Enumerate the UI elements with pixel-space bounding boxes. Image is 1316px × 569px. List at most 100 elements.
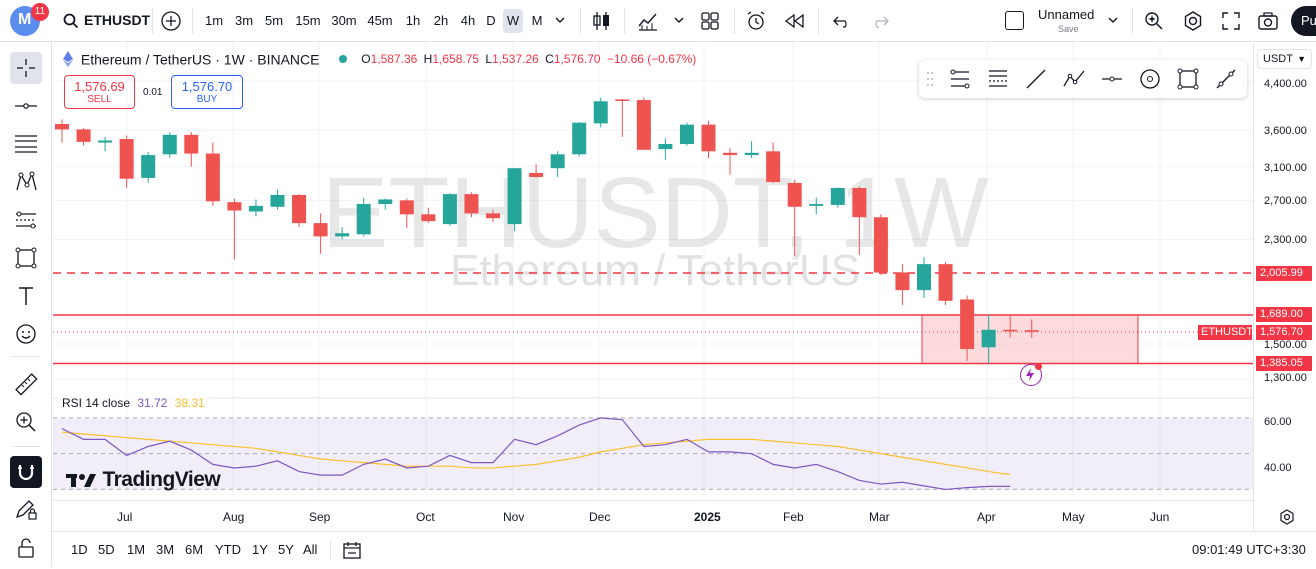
interval-4h[interactable]: 4h	[460, 13, 476, 28]
interval-w[interactable]: W	[503, 9, 523, 33]
icon-tool[interactable]	[10, 318, 42, 350]
range-ytd[interactable]: YTD	[215, 542, 241, 557]
alert-button[interactable]	[744, 9, 768, 33]
rectangle-icon[interactable]	[1175, 66, 1201, 92]
floating-drawing-toolbar[interactable]	[919, 60, 1247, 98]
text-icon	[19, 287, 33, 305]
price-chart[interactable]: ETHUSDT, 1W Ethereum / TetherUS	[53, 43, 1316, 530]
path-icon[interactable]	[1061, 66, 1087, 92]
range-1y[interactable]: 1Y	[252, 542, 268, 557]
interval-d[interactable]: D	[486, 13, 496, 28]
sell-price: 1,576.69	[74, 79, 125, 94]
quick-search-button[interactable]	[1142, 9, 1166, 33]
symbol-search[interactable]: ETHUSDT	[58, 9, 150, 33]
date-range-button[interactable]	[341, 539, 363, 561]
range-1d[interactable]: 1D	[71, 542, 88, 557]
interval-1h[interactable]: 1h	[405, 13, 421, 28]
layout-name-button[interactable]: Unnamed Save	[1030, 6, 1105, 36]
price-label-1300: 1,300.00	[1264, 372, 1307, 384]
price-tag-2005[interactable]: 2,005.99	[1256, 266, 1312, 281]
magnet-icon	[18, 465, 34, 481]
axis-settings-button[interactable]	[1278, 508, 1296, 526]
tradingview-logo[interactable]: TradingView	[66, 468, 221, 492]
text-tool[interactable]	[10, 280, 42, 312]
fib-tool[interactable]	[10, 128, 42, 160]
crosshair-tool[interactable]	[10, 52, 42, 84]
chart-type-button[interactable]	[589, 9, 613, 33]
interval-dropdown[interactable]	[553, 13, 569, 29]
range-3m[interactable]: 3M	[156, 542, 175, 557]
interval-45m[interactable]: 45m	[367, 13, 393, 28]
candle-body	[292, 194, 307, 224]
time-axis[interactable]	[53, 500, 1253, 530]
drag-handle-icon[interactable]	[925, 69, 935, 89]
trend-line-tool[interactable]	[10, 90, 42, 122]
range-5y[interactable]: 5Y	[278, 542, 294, 557]
range-6m[interactable]: 6M	[185, 542, 204, 557]
indicators-dropdown[interactable]	[672, 13, 688, 29]
price-axis[interactable]	[1253, 43, 1316, 530]
interval-m[interactable]: M	[531, 13, 543, 28]
currency-selector[interactable]: USDT ▼	[1257, 49, 1312, 69]
rsi-legend[interactable]: RSI 14 close 31.72 38.31	[58, 396, 209, 412]
range-5d[interactable]: 5D	[98, 542, 115, 557]
price-tag-last[interactable]: 1,576.70	[1256, 325, 1312, 340]
candle-body	[787, 182, 802, 207]
undo-button[interactable]	[830, 9, 854, 33]
symbol-price-tag[interactable]: ETHUSDT	[1198, 325, 1253, 340]
candle-body	[572, 122, 587, 155]
brush-icon[interactable]	[1213, 66, 1239, 92]
measure-tool[interactable]	[10, 368, 42, 400]
replay-button[interactable]	[783, 9, 807, 33]
publish-button[interactable]: Pu	[1291, 6, 1316, 36]
interval-1m[interactable]: 1m	[204, 13, 224, 28]
redo-button[interactable]	[868, 9, 892, 33]
layout-dropdown[interactable]	[1106, 13, 1122, 29]
rectangle-icon	[15, 247, 37, 269]
interval-30m[interactable]: 30m	[331, 13, 357, 28]
candle-body	[701, 124, 716, 152]
candle-body	[529, 172, 544, 178]
clock[interactable]: 09:01:49 UTC+3:30	[1192, 542, 1306, 557]
price-tag-1385[interactable]: 1,385.05	[1256, 356, 1312, 371]
lock-drawings-tool[interactable]	[10, 532, 42, 564]
rewind-icon	[784, 13, 804, 29]
interval-2h[interactable]: 2h	[433, 13, 449, 28]
candle-body	[809, 204, 824, 206]
magnet-tool[interactable]	[10, 456, 42, 488]
indicators-button[interactable]	[636, 9, 662, 33]
interval-15m[interactable]: 15m	[295, 13, 321, 28]
camera-icon	[1258, 12, 1278, 30]
buy-button[interactable]: 1,576.70 BUY	[171, 75, 243, 109]
zoom-tool[interactable]	[10, 406, 42, 438]
compare-symbol-button[interactable]	[158, 9, 184, 33]
shape-tool[interactable]	[10, 242, 42, 274]
layouts-button[interactable]	[698, 9, 722, 33]
trend-line-icon[interactable]	[1023, 66, 1049, 92]
forecast-tool[interactable]	[10, 204, 42, 236]
horizontal-ray-icon[interactable]	[1099, 66, 1125, 92]
fib-retracement-icon[interactable]	[947, 66, 973, 92]
range-1m[interactable]: 1M	[127, 542, 146, 557]
symbol-legend[interactable]: Ethereum / TetherUS · 1W · BINANCE O1,58…	[59, 50, 699, 68]
chart-pane[interactable]: ETHUSDT, 1W Ethereum / TetherUS Ethereum…	[53, 43, 1316, 530]
price-tag-1689[interactable]: 1,689.00	[1256, 307, 1312, 322]
fullscreen-button[interactable]	[1219, 9, 1243, 33]
high-label: H	[423, 52, 433, 67]
circle-target-icon[interactable]	[1137, 66, 1163, 92]
close-label: C	[545, 52, 554, 67]
range-all[interactable]: All	[303, 542, 318, 557]
candle-body	[378, 199, 393, 205]
settings-button[interactable]	[1181, 9, 1205, 33]
stay-in-drawing-tool[interactable]	[10, 494, 42, 526]
sell-button[interactable]: 1,576.69 SELL	[64, 75, 135, 109]
candle-body	[895, 272, 910, 291]
interval-3m[interactable]: 3m	[234, 13, 254, 28]
fib-extension-icon[interactable]	[985, 66, 1011, 92]
snapshot-button[interactable]	[1256, 9, 1280, 33]
pattern-tool[interactable]	[10, 166, 42, 198]
layout-checkbox[interactable]	[1005, 11, 1024, 30]
interval-5m[interactable]: 5m	[264, 13, 284, 28]
candle-body	[593, 101, 608, 124]
time-label-mar: Mar	[869, 510, 890, 524]
